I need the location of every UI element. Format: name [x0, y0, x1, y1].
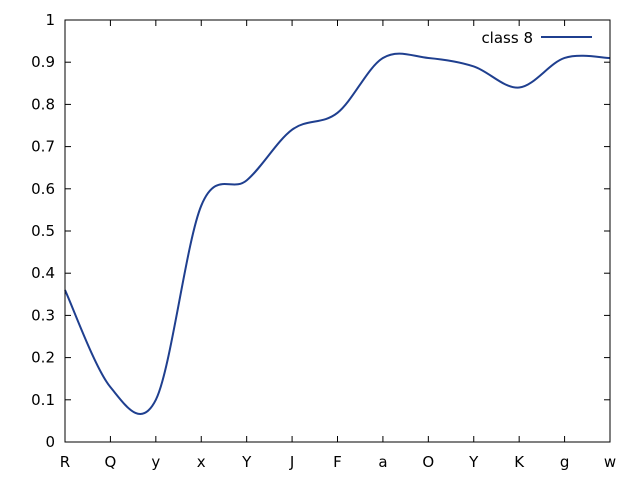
series-layer [64, 52, 611, 415]
y-tick-labels: 0 0.1 0.2 0.3 0.4 0.5 0.6 0.7 0.8 0.9 1 [31, 11, 55, 451]
y-tick-label: 0.6 [31, 180, 55, 198]
x-tick-label: w [604, 453, 616, 471]
y-tick-label: 0.4 [31, 264, 55, 282]
x-tick-label: F [333, 453, 342, 471]
x-tick-label: a [378, 453, 387, 471]
y-tick-label: 0.7 [31, 138, 55, 156]
y-tick-label: 0.3 [31, 306, 55, 324]
y-tick-label: 0.2 [31, 349, 55, 367]
x-tick-label: J [289, 453, 294, 471]
x-tick-label: R [60, 453, 70, 471]
legend-label: class 8 [481, 29, 533, 47]
y-tick-label: 0.5 [31, 222, 55, 240]
y-tick-label: 0.1 [31, 391, 55, 409]
y-tick-label: 0 [45, 433, 55, 451]
plot-frame [64, 19, 611, 443]
x-tick-label: O [422, 453, 434, 471]
x-tick-label: Y [468, 453, 479, 471]
legend: class 8 [481, 29, 592, 47]
y-tick-label: 0.9 [31, 53, 55, 71]
y-tick-label: 0.8 [31, 95, 55, 113]
x-tick-label: Q [105, 453, 117, 471]
x-tick-label: g [560, 453, 570, 471]
series-line-class-8 [64, 52, 611, 415]
x-tick-label: x [197, 453, 206, 471]
y-tick-label: 1 [45, 11, 55, 29]
x-tick-label: Y [241, 453, 252, 471]
x-tick-label: K [514, 453, 525, 471]
x-tick-label: y [151, 453, 160, 471]
